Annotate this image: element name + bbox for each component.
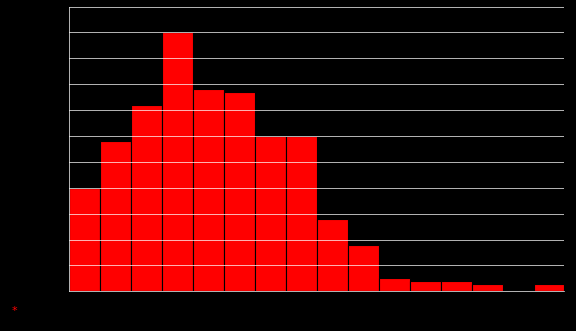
Bar <box>69 188 100 291</box>
Bar <box>286 136 317 291</box>
Bar <box>255 136 286 291</box>
Bar <box>348 245 379 291</box>
Bar <box>162 32 193 291</box>
Bar <box>131 105 162 291</box>
Bar <box>317 219 348 291</box>
Bar <box>224 92 255 291</box>
Bar <box>441 281 472 291</box>
Bar <box>379 278 410 291</box>
Bar <box>100 141 131 291</box>
Bar <box>472 284 502 291</box>
Bar <box>193 89 224 291</box>
Bar <box>410 281 441 291</box>
Text: *: * <box>12 307 17 316</box>
Bar <box>533 284 564 291</box>
